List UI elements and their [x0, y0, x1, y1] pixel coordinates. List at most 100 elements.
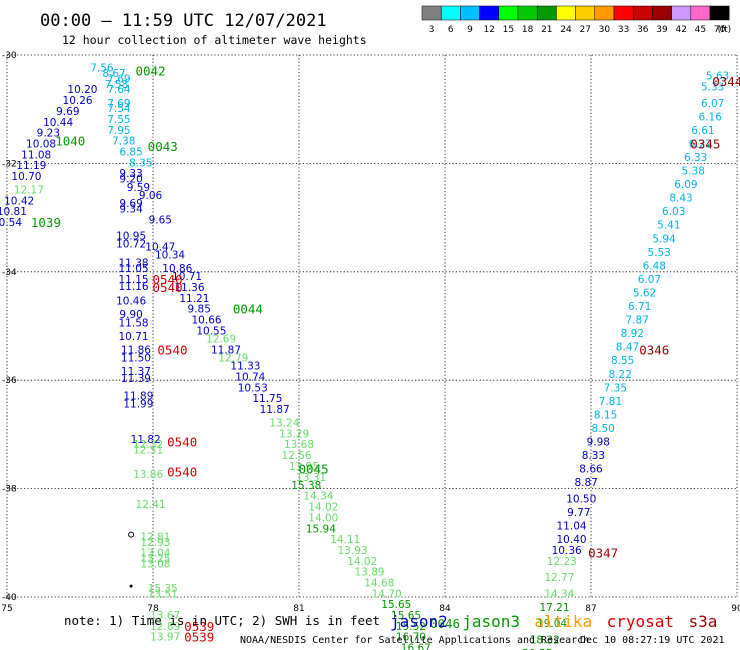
- wave-height-point: 11.36: [174, 282, 204, 294]
- wave-height-point: 8.22: [609, 369, 632, 381]
- wave-height-point: 8.66: [579, 464, 603, 476]
- wave-height-point: 10.71: [172, 271, 202, 283]
- wave-height-point: 11.39: [121, 373, 151, 385]
- y-tick-label: -34: [2, 268, 17, 278]
- pass-time-label: 0043: [148, 139, 178, 154]
- wave-height-point: 13.51: [148, 588, 178, 600]
- chart-title: 00:00 – 11:59 UTC 12/07/2021: [40, 11, 327, 31]
- legend-scale-label: 9: [467, 25, 473, 35]
- wave-height-point: 9.23: [37, 128, 60, 140]
- legend-scale-label: 12: [483, 25, 494, 35]
- wave-height-point: 5.38: [682, 166, 705, 178]
- wave-height-point: 10.55: [196, 325, 226, 337]
- satellite-legend-cryosat: cryosat: [607, 612, 674, 631]
- legend-scale-label: 3: [429, 25, 435, 35]
- x-tick-label: 75: [1, 604, 12, 614]
- wave-height-point: 14.70: [372, 588, 402, 600]
- legend-scale-label: 45: [695, 25, 706, 35]
- wave-height-point: 7.56: [90, 63, 114, 75]
- wave-height-point: 10.71: [119, 331, 149, 343]
- legend-swatch: [632, 5, 653, 21]
- wave-height-point: 11.37: [121, 366, 151, 378]
- wave-height-point: 6.16: [699, 111, 723, 123]
- wave-height-point: 13.25: [140, 553, 170, 565]
- legend-scale-label: 30: [599, 25, 611, 35]
- wave-height-point: 15.65: [381, 599, 411, 611]
- pass-time-label: 0045: [299, 462, 329, 477]
- wave-height-point: 11.86: [121, 344, 151, 356]
- wave-height-point: 12.81: [140, 531, 170, 543]
- satellite-legend-jason2: jason2: [390, 612, 448, 631]
- wave-height-point: 10.66: [192, 315, 222, 327]
- wave-height-point: 9.65: [149, 214, 172, 226]
- wave-height-point: 14.11: [330, 534, 360, 546]
- y-tick-label: -32: [2, 159, 17, 169]
- x-tick-label: 78: [147, 604, 159, 614]
- satellite-legend-jason3: jason3: [462, 612, 520, 631]
- wave-height-point: 12.93: [140, 537, 170, 549]
- wave-height-point: 12.89: [150, 621, 180, 633]
- wave-height-point: 12.77: [544, 572, 574, 584]
- pass-time-label: 0540: [153, 272, 183, 287]
- wave-height-point: 11.89: [123, 390, 153, 402]
- wave-height-point: 5.94: [652, 233, 676, 245]
- wave-height-point: 20.55: [522, 648, 552, 650]
- legend-swatch: [460, 5, 480, 21]
- wave-height-point: 9.69: [119, 198, 142, 210]
- pass-time-label: 0046: [430, 616, 460, 631]
- y-tick-label: -36: [2, 376, 17, 386]
- pass-time-label: 0346: [639, 342, 669, 357]
- wave-height-point: 7.54: [107, 103, 131, 115]
- wave-height-point: 8.33: [582, 450, 605, 462]
- pass-time-label: 0540: [167, 435, 197, 450]
- wave-height-point: 10.53: [238, 382, 268, 394]
- legend-swatch: [594, 5, 615, 21]
- track-markers: [128, 531, 135, 588]
- wave-height-point: 11.19: [16, 160, 46, 172]
- x-tick-label: 84: [439, 604, 451, 614]
- wave-height-point: 13.93: [338, 545, 368, 557]
- wave-height-point: 13.97: [150, 632, 180, 644]
- wave-height-point: 11.04: [557, 521, 587, 533]
- wave-height-point: 8.43: [669, 193, 692, 205]
- wave-height-point: 12.23: [547, 556, 577, 568]
- pass-time-label: 0540: [157, 342, 187, 357]
- wave-height-point: 9.90: [119, 309, 142, 321]
- wave-height-point: 7.38: [112, 136, 135, 148]
- satellite-legend-altika: altika: [534, 612, 592, 631]
- wave-height-point: 11.05: [119, 263, 149, 275]
- pass-time-label: 0344: [712, 74, 740, 89]
- wave-height-point: 11.08: [21, 149, 51, 161]
- wave-height-point: 9.20: [119, 174, 142, 186]
- wave-height-point: 14.34: [303, 491, 333, 503]
- wave-height-point: 10.86: [162, 263, 192, 275]
- wave-height-point: 10.54: [0, 217, 22, 229]
- legend-scale-label: 27: [579, 25, 590, 35]
- legend-swatch: [517, 5, 538, 21]
- legend-scale-label: 42: [675, 25, 686, 35]
- wave-height-point: 8.55: [611, 355, 634, 367]
- data-points: 7.568.677.697.587.647.697.547.557.957.38…: [0, 63, 729, 650]
- wave-height-point: 7.81: [599, 396, 622, 408]
- wave-height-point: 6.22: [689, 138, 712, 150]
- pass-time-label: 0540: [153, 280, 183, 295]
- y-tick-label: -40: [2, 593, 17, 603]
- plot-grid: [6, 54, 738, 598]
- wave-height-point: 13.68: [284, 439, 314, 451]
- wave-height-point: 7.69: [107, 98, 130, 110]
- wave-height-point: 15.35: [148, 583, 178, 595]
- wave-height-point: 10.20: [67, 84, 97, 96]
- legend-scale-label: 15: [503, 25, 514, 35]
- wave-height-point: 12.56: [282, 450, 312, 462]
- wave-height-point: 10.42: [4, 195, 34, 207]
- wave-height-point: 6.07: [701, 98, 724, 110]
- wave-height-point: 11.38: [119, 258, 149, 270]
- wave-height-point: 7.87: [626, 315, 649, 327]
- legend-swatch: [575, 5, 596, 21]
- pass-time-label: 0540: [167, 464, 197, 479]
- wave-height-point: 11.21: [179, 293, 209, 305]
- wave-height-point: 9.77: [567, 507, 590, 519]
- wave-height-point: 14.68: [364, 577, 394, 589]
